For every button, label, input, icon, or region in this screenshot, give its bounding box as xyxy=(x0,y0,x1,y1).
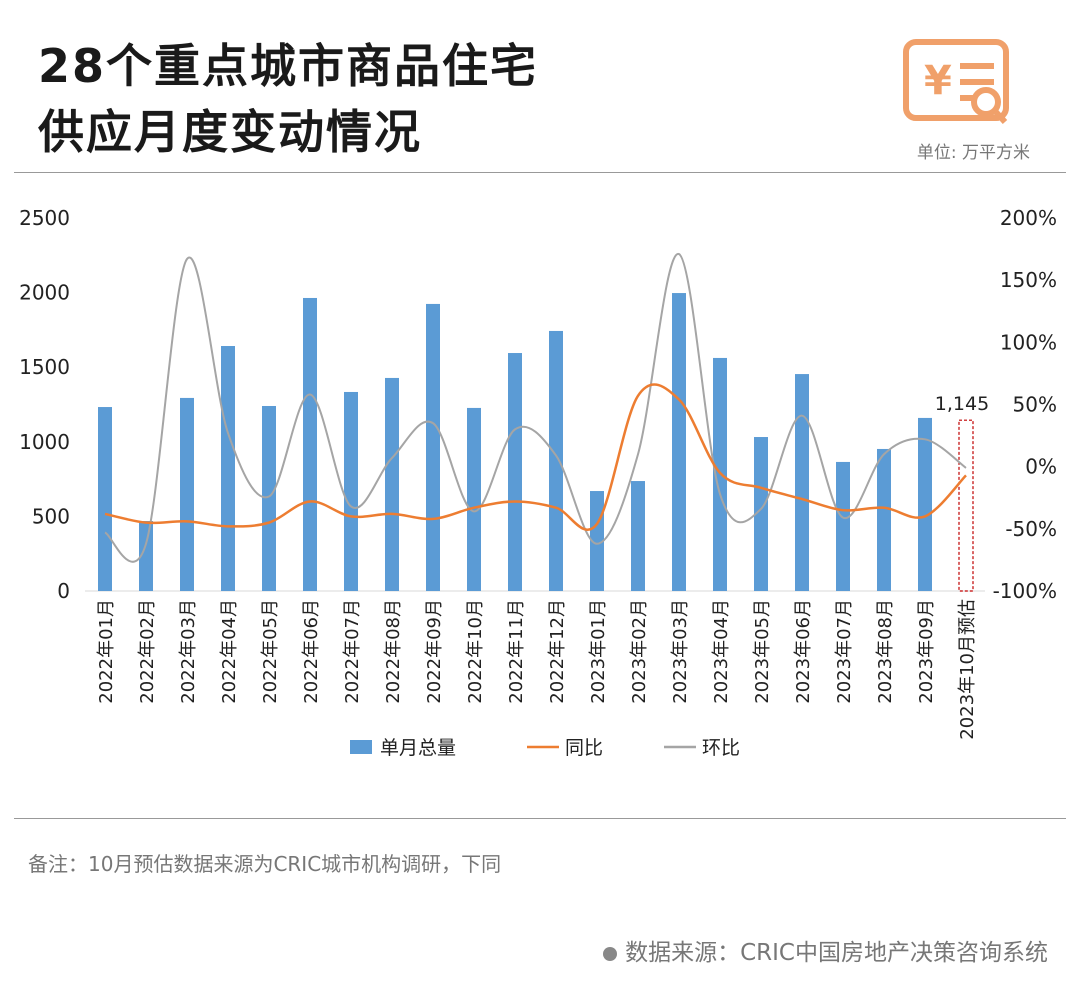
category-label: 2022年08月 xyxy=(383,599,404,704)
right-tick-label: 100% xyxy=(1000,330,1057,354)
category-label: 2022年01月 xyxy=(96,599,117,704)
legend-label: 单月总量 xyxy=(380,737,456,759)
line-yoy xyxy=(104,383,967,531)
category-label: 2022年10月 xyxy=(465,599,486,704)
svg-text:¥: ¥ xyxy=(924,58,952,104)
bar xyxy=(836,461,850,591)
bullet-icon xyxy=(603,946,618,961)
top-divider xyxy=(14,172,1066,173)
category-label: 2023年05月 xyxy=(752,599,773,704)
title-line-1: 28个重点城市商品住宅 xyxy=(38,39,539,93)
bar xyxy=(139,521,153,591)
category-label: 2023年10月预估 xyxy=(957,599,978,740)
left-tick-label: 1000 xyxy=(19,430,70,454)
left-tick-label: 500 xyxy=(32,504,70,528)
category-label: 2023年08月 xyxy=(875,599,896,704)
category-label: 2023年01月 xyxy=(588,599,609,704)
bar xyxy=(303,297,317,591)
bar xyxy=(385,377,399,591)
line-mom xyxy=(104,253,967,563)
category-label: 2022年09月 xyxy=(424,599,445,704)
category-label: 2022年05月 xyxy=(260,599,281,704)
category-label: 2023年07月 xyxy=(834,599,855,704)
bar xyxy=(344,391,358,591)
category-label: 2023年09月 xyxy=(916,599,937,704)
bar xyxy=(672,293,686,591)
category-label: 2022年07月 xyxy=(342,599,363,704)
bar xyxy=(795,374,809,591)
bar xyxy=(221,346,235,591)
category-label: 2023年04月 xyxy=(711,599,732,704)
left-tick-label: 1500 xyxy=(19,355,70,379)
bar xyxy=(508,353,522,591)
category-label: 2022年12月 xyxy=(547,599,568,704)
bar xyxy=(877,448,891,591)
category-label: 2023年02月 xyxy=(629,599,650,704)
category-label: 2023年03月 xyxy=(670,599,691,704)
chart: 0 500 1000 1500 2000 2500 -100% -50% 0% 50% 100% 15… xyxy=(19,206,1057,759)
footnote: 备注：10月预估数据来源为CRIC城市机构调研，下同 xyxy=(28,852,502,876)
data-source: 数据来源：CRIC中国房地产决策咨询系统 xyxy=(603,933,1048,967)
bar xyxy=(467,407,481,591)
estimate-bar xyxy=(958,419,974,592)
finance-document-search-icon: ¥ xyxy=(903,39,1009,125)
left-tick-label: 2500 xyxy=(19,206,70,230)
unit-label: 单位: 万平方米 xyxy=(916,143,1030,163)
bottom-divider xyxy=(14,818,1066,819)
category-label: 2022年11月 xyxy=(506,599,527,704)
title-line-2: 供应月度变动情况 xyxy=(38,105,422,159)
legend-swatch-bar xyxy=(350,740,372,754)
bar xyxy=(180,397,194,591)
category-label: 2022年06月 xyxy=(301,599,322,704)
bar xyxy=(426,303,440,591)
bar xyxy=(918,417,932,591)
category-label: 2022年03月 xyxy=(178,599,199,704)
right-tick-label: 50% xyxy=(1013,393,1057,417)
legend-label: 环比 xyxy=(702,737,740,759)
right-tick-label: 150% xyxy=(1000,268,1057,292)
left-tick-label: 2000 xyxy=(19,281,70,305)
right-tick-label: 200% xyxy=(1000,206,1057,230)
legend-label: 同比 xyxy=(565,737,603,759)
bar xyxy=(754,437,768,591)
category-label: 2022年04月 xyxy=(219,599,240,704)
bar xyxy=(549,330,563,591)
data-source-text: 数据来源：CRIC中国房地产决策咨询系统 xyxy=(625,940,1048,966)
right-tick-label: -50% xyxy=(1005,517,1057,541)
right-tick-label: 0% xyxy=(1025,455,1057,479)
estimate-data-label: 1,145 xyxy=(935,393,989,415)
right-tick-label: -100% xyxy=(993,579,1057,603)
left-tick-label: 0 xyxy=(57,579,70,603)
bar xyxy=(262,405,276,591)
bar xyxy=(631,481,645,591)
category-label: 2022年02月 xyxy=(137,599,158,704)
bar xyxy=(98,407,112,591)
category-label: 2023年06月 xyxy=(793,599,814,704)
